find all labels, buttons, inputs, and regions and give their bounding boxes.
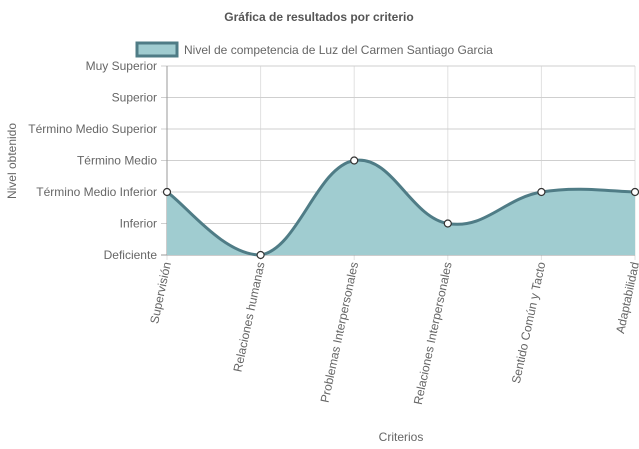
- y-tick-label: Muy Superior: [86, 59, 157, 73]
- x-tick-label: Supervisión: [147, 261, 174, 325]
- data-point[interactable]: [630, 187, 639, 197]
- y-tick-label: Término Medio Superior: [28, 122, 157, 136]
- legend-label: Nivel de competencia de Luz del Carmen S…: [184, 43, 493, 57]
- series-area-fill: [167, 160, 635, 255]
- data-point[interactable]: [350, 156, 359, 165]
- data-point[interactable]: [443, 219, 452, 228]
- x-tick-label: Problemas Interpersonales: [318, 261, 362, 404]
- chart-title: Gráfica de resultados por criterio: [224, 10, 413, 24]
- x-tick-label: Sentido Común y Tacto: [509, 260, 549, 384]
- y-tick-label: Superior: [112, 91, 157, 105]
- y-tick-label: Término Medio Inferior: [36, 185, 157, 199]
- x-tick-label: Relaciones humanas: [231, 261, 268, 374]
- data-point[interactable]: [256, 250, 265, 260]
- y-axis-ticks: Deficiente Inferior Término Medio Inferior…: [28, 59, 157, 262]
- chart-legend[interactable]: Nivel de competencia de Luz del Carmen S…: [135, 41, 493, 58]
- data-point[interactable]: [162, 187, 172, 197]
- y-tick-label: Inferior: [120, 217, 157, 231]
- y-tick-label: Término Medio: [77, 154, 157, 168]
- x-axis-ticks: Supervisión Relaciones humanas Problemas I…: [147, 260, 639, 405]
- x-tick-label: Adaptabilidad: [613, 261, 639, 335]
- legend-swatch: [135, 41, 179, 58]
- data-point[interactable]: [537, 187, 546, 197]
- y-axis-title: Nivel obtenido: [5, 123, 19, 199]
- series-points: [162, 156, 639, 260]
- y-tick-label: Deficiente: [104, 248, 158, 262]
- x-tick-label: Relaciones Interpersonales: [411, 261, 455, 406]
- x-axis-title: Criterios: [379, 430, 424, 444]
